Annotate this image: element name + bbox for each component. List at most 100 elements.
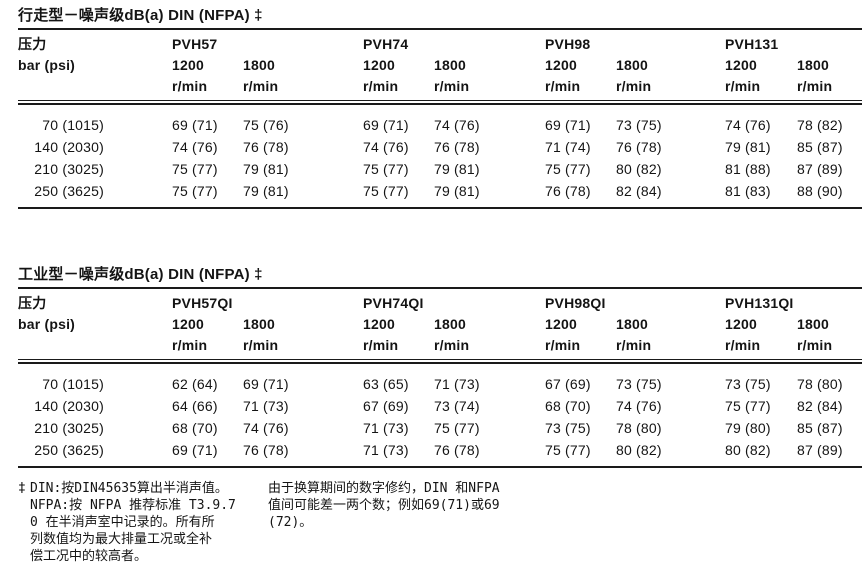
pressure-unit-header: bar (psi) xyxy=(18,316,76,332)
table-row: 140 (2030) 74 (76) 76 (78) 74 (76) 76 (78) 71… xyxy=(18,136,862,158)
noise-value-cell: 88 (90) xyxy=(797,183,843,199)
header-spacer xyxy=(18,76,172,97)
noise-value-cell: 78 (80) xyxy=(616,420,662,436)
noise-value-cell: 73 (75) xyxy=(545,420,591,436)
rpm-unit-header: r/min xyxy=(545,337,581,353)
noise-value-cell: 76 (78) xyxy=(243,442,289,458)
noise-value-cell: 76 (78) xyxy=(434,139,480,155)
rpm-value-header: 1800 xyxy=(616,316,648,332)
noise-value-cell: 79 (81) xyxy=(243,183,289,199)
noise-value-cell: 80 (82) xyxy=(616,442,662,458)
table-body: 70 (1015) 62 (64) 69 (71) 63 (65) 71 (73) 67 … xyxy=(18,373,862,466)
noise-value-cell: 75 (77) xyxy=(545,442,591,458)
pressure-header: 压力 xyxy=(18,295,47,311)
noise-value-cell: 78 (82) xyxy=(797,117,843,133)
noise-value-cell: 73 (75) xyxy=(616,117,662,133)
noise-value-cell: 78 (80) xyxy=(797,376,843,392)
rpm-value-header: 1200 xyxy=(545,57,577,73)
table-body: 70 (1015) 69 (71) 75 (76) 69 (71) 74 (76) 69 … xyxy=(18,114,862,207)
rpm-unit-header: r/min xyxy=(243,337,279,353)
pressure-value: 250 (3625) xyxy=(34,183,104,199)
pressure-cell: 210 (3025) xyxy=(18,158,172,180)
table-header: 压力 PVH57QI PVH74QI PVH98QI PVH131QI bar (psi)… xyxy=(18,293,862,356)
noise-value-cell: 81 (83) xyxy=(725,183,771,199)
noise-value-cell: 76 (78) xyxy=(616,139,662,155)
industrial-noise-table: 工业型－噪声级dB(a) DIN (NFPA) ‡ 压力 PVH57QI PVH74Q… xyxy=(18,265,862,468)
rpm-unit-header: r/min xyxy=(363,78,399,94)
rpm-unit-header: r/min xyxy=(545,78,581,94)
noise-value-cell: 74 (76) xyxy=(172,139,218,155)
noise-value-cell: 79 (81) xyxy=(243,161,289,177)
noise-value-cell: 74 (76) xyxy=(243,420,289,436)
header-row-rpm: bar (psi) 1200 1800 1200 1800 1200 1800 1200 180… xyxy=(18,55,862,76)
footnote-line: 值间可能差一两个数；例如69(71)或69 xyxy=(268,498,500,513)
pressure-value: 140 (2030) xyxy=(34,398,104,414)
rpm-value-header: 1800 xyxy=(434,316,466,332)
footnote-line: 列数值均为最大排量工况或全补 xyxy=(30,532,213,547)
pressure-cell: 70 (1015) xyxy=(18,114,172,136)
noise-value-cell: 74 (76) xyxy=(725,117,771,133)
rpm-value-header: 1200 xyxy=(172,316,204,332)
noise-value-cell: 69 (71) xyxy=(172,442,218,458)
noise-value-cell: 74 (76) xyxy=(434,117,480,133)
footnote-rounding-lines: 由于换算期间的数字修约，DIN 和NFPA 值间可能差一两个数；例如69(71)或… xyxy=(268,480,862,531)
header-top-rule xyxy=(18,28,862,30)
header-separator-rule xyxy=(18,359,862,364)
mobile-noise-table: 行走型－噪声级dB(a) DIN (NFPA) ‡ 压力 PVH57 PVH74 PVH… xyxy=(18,6,862,209)
pressure-value: 70 (1015) xyxy=(42,117,104,133)
rpm-value-header: 1800 xyxy=(434,57,466,73)
noise-value-cell: 69 (71) xyxy=(243,376,289,392)
footnote-din-nfpa-lines: DIN:按DIN45635算出半消声值。 NFPA:按 NFPA 推荐标准 T3.… xyxy=(30,480,268,565)
noise-value-cell: 80 (82) xyxy=(725,442,771,458)
footnote-line: 0 在半消声室中记录的。所有所 xyxy=(30,515,215,530)
noise-value-cell: 75 (76) xyxy=(243,117,289,133)
footnote-line: 偿工况中的较高者。 xyxy=(30,549,148,564)
noise-value-cell: 75 (77) xyxy=(545,161,591,177)
table-bottom-rule xyxy=(18,207,862,209)
header-row-rpm-unit: r/min r/min r/min r/min r/min r/min r/min r/min xyxy=(18,76,862,97)
pressure-cell: 210 (3025) xyxy=(18,417,172,439)
noise-value-cell: 68 (70) xyxy=(545,398,591,414)
footnotes: ‡ DIN:按DIN45635算出半消声值。 NFPA:按 NFPA 推荐标准 T… xyxy=(18,480,862,565)
header-separator-rule xyxy=(18,100,862,105)
noise-value-cell: 71 (73) xyxy=(434,376,480,392)
noise-value-cell: 73 (74) xyxy=(434,398,480,414)
table-title: 工业型－噪声级dB(a) DIN (NFPA) ‡ xyxy=(18,266,263,283)
pressure-value: 210 (3025) xyxy=(34,420,104,436)
model-header: PVH98QI xyxy=(545,295,606,311)
header-top-rule xyxy=(18,287,862,289)
table-row: 210 (3025) 68 (70) 74 (76) 71 (73) 75 (77) 73… xyxy=(18,417,862,439)
rpm-value-header: 1800 xyxy=(243,316,275,332)
rpm-unit-header: r/min xyxy=(363,337,399,353)
rpm-unit-header: r/min xyxy=(725,337,761,353)
noise-value-cell: 63 (65) xyxy=(363,376,409,392)
rpm-value-header: 1200 xyxy=(545,316,577,332)
noise-value-cell: 69 (71) xyxy=(363,117,409,133)
noise-value-cell: 85 (87) xyxy=(797,139,843,155)
noise-value-cell: 75 (77) xyxy=(725,398,771,414)
rpm-value-header: 1800 xyxy=(616,57,648,73)
pressure-value: 70 (1015) xyxy=(42,376,104,392)
model-header: PVH57QI xyxy=(172,295,233,311)
noise-value-cell: 76 (78) xyxy=(434,442,480,458)
noise-value-cell: 82 (84) xyxy=(616,183,662,199)
footnote-din-nfpa: ‡ DIN:按DIN45635算出半消声值。 NFPA:按 NFPA 推荐标准 T… xyxy=(18,480,268,565)
header-row-models: 压力 PVH57QI PVH74QI PVH98QI PVH131QI xyxy=(18,293,862,314)
table-row: 250 (3625) 75 (77) 79 (81) 75 (77) 79 (81) 76… xyxy=(18,180,862,202)
model-header: PVH98 xyxy=(545,36,591,52)
footnote-line: 由于换算期间的数字修约，DIN 和NFPA xyxy=(268,481,500,496)
noise-value-cell: 75 (77) xyxy=(172,161,218,177)
rpm-value-header: 1200 xyxy=(725,316,757,332)
pressure-value: 250 (3625) xyxy=(34,442,104,458)
rpm-unit-header: r/min xyxy=(172,337,208,353)
pressure-cell: 250 (3625) xyxy=(18,180,172,202)
pressure-cell: 250 (3625) xyxy=(18,439,172,461)
rpm-value-header: 1800 xyxy=(243,57,275,73)
table-row: 70 (1015) 69 (71) 75 (76) 69 (71) 74 (76) 69 … xyxy=(18,114,862,136)
noise-value-cell: 79 (80) xyxy=(725,420,771,436)
rpm-value-header: 1200 xyxy=(363,316,395,332)
noise-value-cell: 80 (82) xyxy=(616,161,662,177)
footnote-line: DIN:按DIN45635算出半消声值。 xyxy=(30,481,228,496)
noise-value-cell: 79 (81) xyxy=(434,161,480,177)
header-row-rpm-unit: r/min r/min r/min r/min r/min r/min r/min r/min xyxy=(18,335,862,356)
